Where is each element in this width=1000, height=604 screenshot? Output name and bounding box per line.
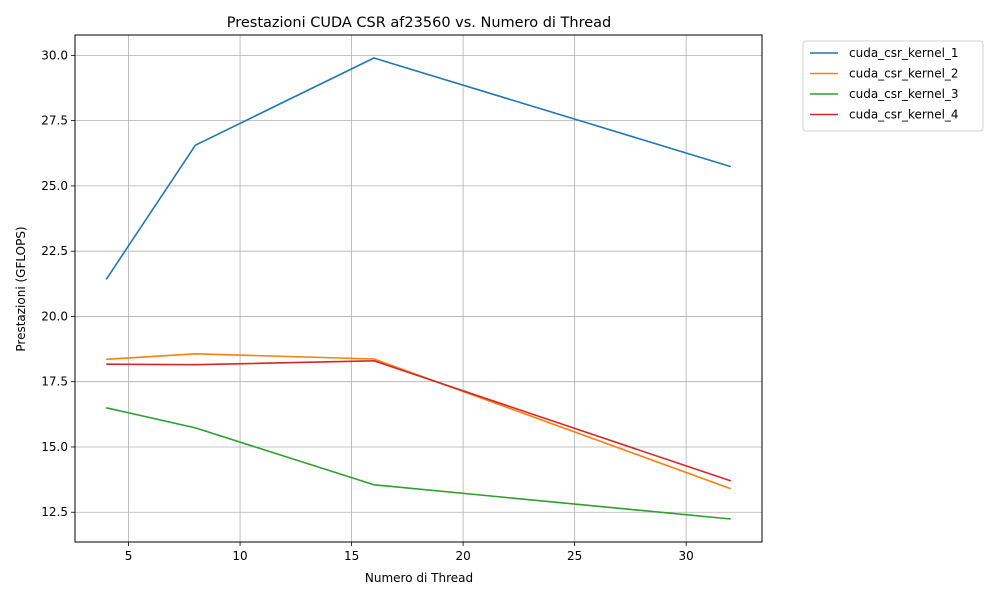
- series-line-4: [106, 359, 732, 482]
- x-axis-ticks: 5 10 15 20 25 30: [125, 542, 694, 563]
- y-tick-label: 17.5: [41, 375, 68, 389]
- y-tick-label: 27.5: [41, 114, 68, 128]
- y-axis-ticks: 12.5 15.0 17.5 20.0 22.5 25.0 27.5 30.0: [41, 48, 75, 519]
- legend-frame: [802, 40, 984, 132]
- x-tick-label: 5: [125, 549, 133, 563]
- legend-label-2: cuda_csr_kernel_2: [849, 67, 959, 81]
- plot-area-frame: [74, 34, 763, 543]
- series-line-3: [106, 407, 731, 520]
- y-tick-label: 25.0: [41, 179, 68, 193]
- legend-label-3: cuda_csr_kernel_3: [849, 87, 959, 101]
- legend-label-4: cuda_csr_kernel_4: [849, 108, 959, 122]
- x-tick-label: 20: [455, 549, 470, 563]
- y-tick-label: 30.0: [41, 48, 68, 62]
- x-tick-label: 10: [232, 549, 247, 563]
- y-tick-label: 15.0: [41, 440, 68, 454]
- y-axis-title: Prestazioni (GFLOPS): [14, 226, 28, 351]
- y-tick-label: 12.5: [41, 505, 68, 519]
- y-tick-label: 22.5: [41, 244, 68, 258]
- series-line-1: [105, 57, 732, 280]
- x-tick-label: 15: [344, 549, 359, 563]
- y-tick-label: 20.0: [41, 309, 68, 323]
- series-lines: [105, 57, 732, 520]
- legend-label-1: cuda_csr_kernel_1: [849, 46, 959, 60]
- series-line-2: [106, 352, 732, 490]
- x-tick-label: 30: [679, 549, 694, 563]
- chart-title: Prestazioni CUDA CSR af23560 vs. Numero …: [227, 15, 612, 31]
- legend: cuda_csr_kernel_1 cuda_csr_kernel_2 cuda_c…: [802, 40, 984, 132]
- x-tick-label: 25: [567, 549, 582, 563]
- x-axis-title: Numero di Thread: [365, 571, 473, 585]
- grid-lines: [75, 35, 762, 542]
